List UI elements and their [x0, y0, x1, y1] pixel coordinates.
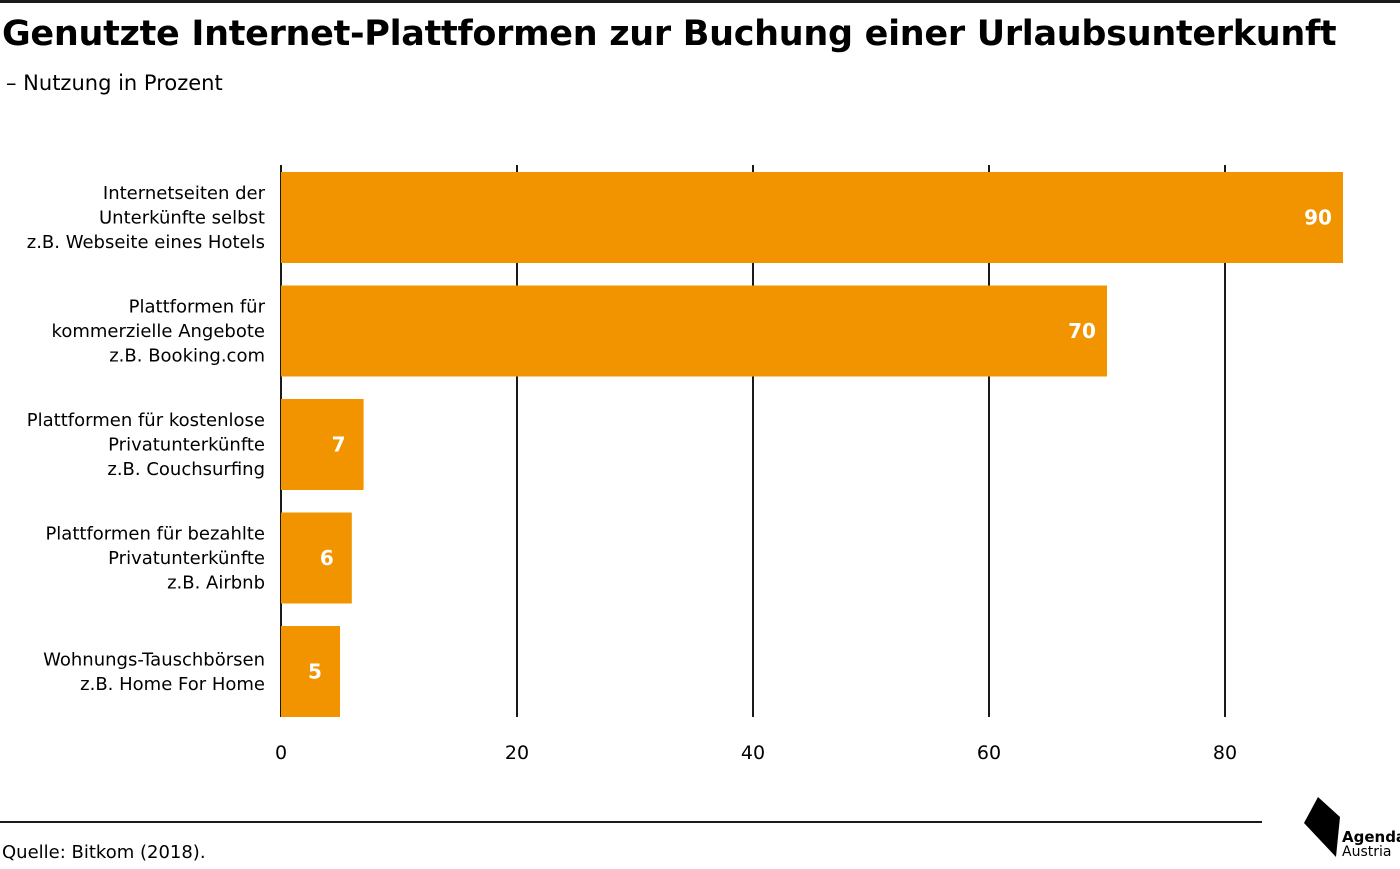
data-label: 6: [320, 546, 334, 570]
category-label: Unterkünfte selbst: [99, 208, 265, 229]
source-note: Quelle: Bitkom (2018).: [2, 842, 206, 863]
category-label: z.B. Home For Home: [80, 674, 265, 695]
data-label: 5: [308, 660, 322, 684]
bar-chart: 0 20 40 60 80 90 Internetseiten der Unterkünfte…: [27, 165, 1343, 764]
category-label: Wohnungs-Tauschbörsen: [43, 649, 265, 670]
category-label: Plattformen für: [129, 297, 266, 318]
category-label: Plattformen für kostenlose: [27, 410, 265, 431]
category-label: Privatunterkünfte: [108, 548, 265, 569]
logo-text-austria: Austria: [1342, 844, 1392, 860]
category-label: Privatunterkünfte: [108, 435, 265, 456]
x-tick-label: 60: [977, 742, 1001, 764]
data-label: 90: [1304, 206, 1332, 230]
bar-4: [281, 626, 340, 717]
data-label: 7: [332, 433, 346, 457]
bottom-rule: [0, 821, 1262, 823]
logo-text-agenda: Agenda: [1342, 828, 1400, 846]
bar-1: [281, 285, 1107, 377]
top-rule: [0, 0, 1400, 3]
x-tick-label: 80: [1213, 742, 1237, 764]
category-label: z.B. Airbnb: [167, 573, 265, 594]
x-tick-label: 40: [741, 742, 765, 764]
category-label: Internetseiten der: [103, 183, 266, 204]
category-label: z.B. Booking.com: [109, 346, 265, 367]
chart-subtitle: – Nutzung in Prozent: [6, 71, 223, 95]
x-tick-label: 20: [505, 742, 529, 764]
bar-3: [281, 512, 352, 604]
category-label: z.B. Couchsurfing: [107, 459, 265, 480]
x-tick-label: 0: [275, 742, 287, 764]
category-label: z.B. Webseite eines Hotels: [27, 232, 265, 253]
bar-2: [281, 399, 364, 490]
category-label: kommerzielle Angebote: [52, 321, 265, 342]
category-label: Plattformen für bezahlte: [45, 524, 265, 545]
data-label: 70: [1068, 319, 1096, 343]
chart-title: Genutzte Internet-Plattformen zur Buchun…: [2, 14, 1337, 54]
agenda-austria-logo-icon: [1304, 797, 1340, 857]
bar-0: [281, 172, 1343, 263]
